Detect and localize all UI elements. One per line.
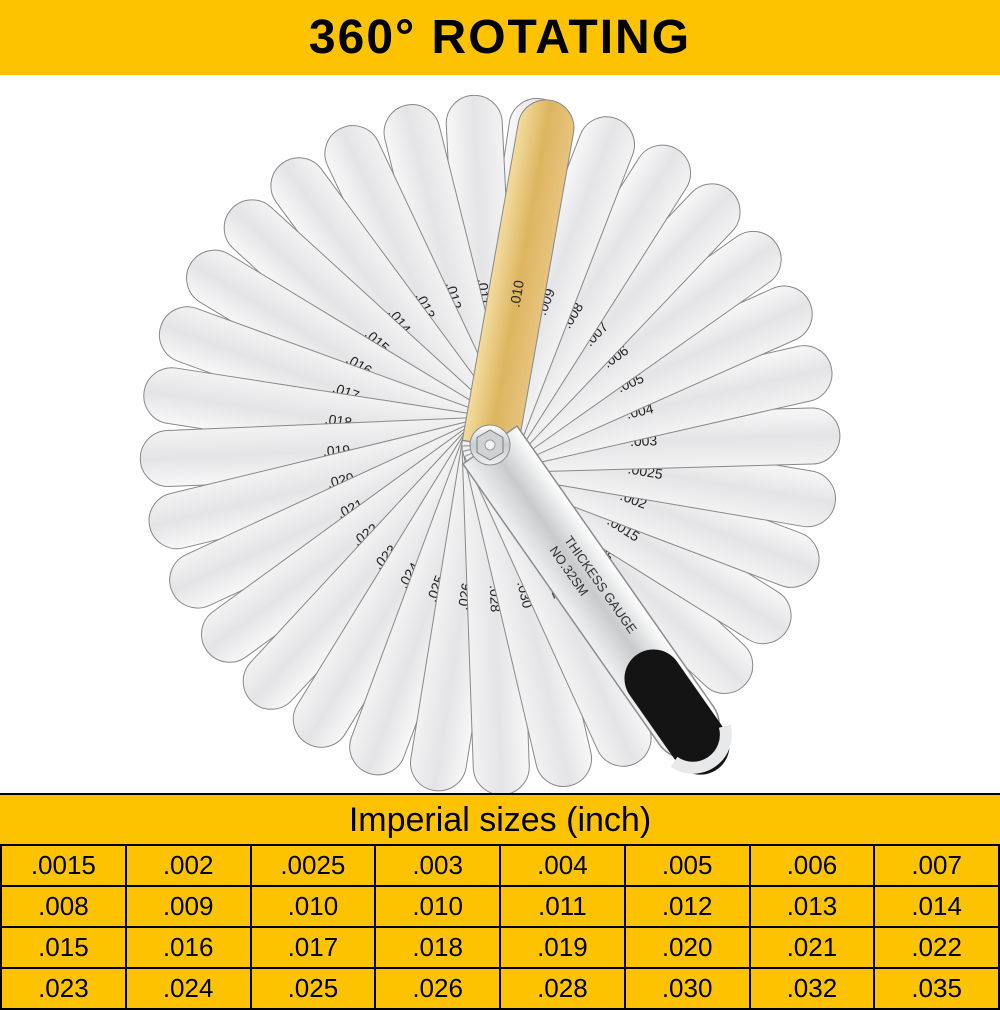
- size-cell: .0025: [251, 845, 376, 886]
- size-cell: .005: [625, 845, 750, 886]
- size-cell: .016: [126, 927, 251, 968]
- size-cell: .025: [251, 968, 376, 1009]
- size-cell: .021: [750, 927, 875, 968]
- size-cell: .032: [750, 968, 875, 1009]
- size-cell: .009: [126, 886, 251, 927]
- size-cell: .019: [500, 927, 625, 968]
- size-cell: .014: [874, 886, 999, 927]
- size-cell: .013: [750, 886, 875, 927]
- size-cell: .017: [251, 927, 376, 968]
- size-table-section: Imperial sizes (inch) .0015.002.0025.003…: [0, 793, 1000, 1010]
- size-cell: .020: [625, 927, 750, 968]
- imperial-size-table: .0015.002.0025.003.004.005.006.007.008.0…: [0, 844, 1000, 1010]
- size-cell: .026: [375, 968, 500, 1009]
- size-cell: .012: [625, 886, 750, 927]
- size-cell: .003: [375, 845, 500, 886]
- size-cell: .008: [1, 886, 126, 927]
- size-cell: .004: [500, 845, 625, 886]
- size-cell: .015: [1, 927, 126, 968]
- size-cell: .028: [500, 968, 625, 1009]
- table-title: Imperial sizes (inch): [0, 795, 1000, 844]
- size-cell: .024: [126, 968, 251, 1009]
- size-cell: .002: [126, 845, 251, 886]
- table-row: .008.009.010.010.011.012.013.014: [1, 886, 999, 927]
- size-cell: .035: [874, 968, 999, 1009]
- size-cell: .007: [874, 845, 999, 886]
- size-cell: .010: [375, 886, 500, 927]
- size-cell: .018: [375, 927, 500, 968]
- table-row: .015.016.017.018.019.020.021.022: [1, 927, 999, 968]
- table-row: .023.024.025.026.028.030.032.035: [1, 968, 999, 1009]
- size-cell: .010: [251, 886, 376, 927]
- size-cell: .022: [874, 927, 999, 968]
- table-row: .0015.002.0025.003.004.005.006.007: [1, 845, 999, 886]
- size-cell: .023: [1, 968, 126, 1009]
- size-cell: .030: [625, 968, 750, 1009]
- size-cell: .006: [750, 845, 875, 886]
- pivot-bolt: [485, 440, 495, 450]
- product-illustration: .010.011.012.013.014.015.016.017.018.019…: [0, 75, 1000, 793]
- size-cell: .0015: [1, 845, 126, 886]
- header-title: 360° ROTATING: [309, 11, 691, 64]
- feeler-gauge-fan: .010.011.012.013.014.015.016.017.018.019…: [0, 75, 1000, 793]
- header-banner: 360° ROTATING: [0, 0, 1000, 75]
- size-cell: .011: [500, 886, 625, 927]
